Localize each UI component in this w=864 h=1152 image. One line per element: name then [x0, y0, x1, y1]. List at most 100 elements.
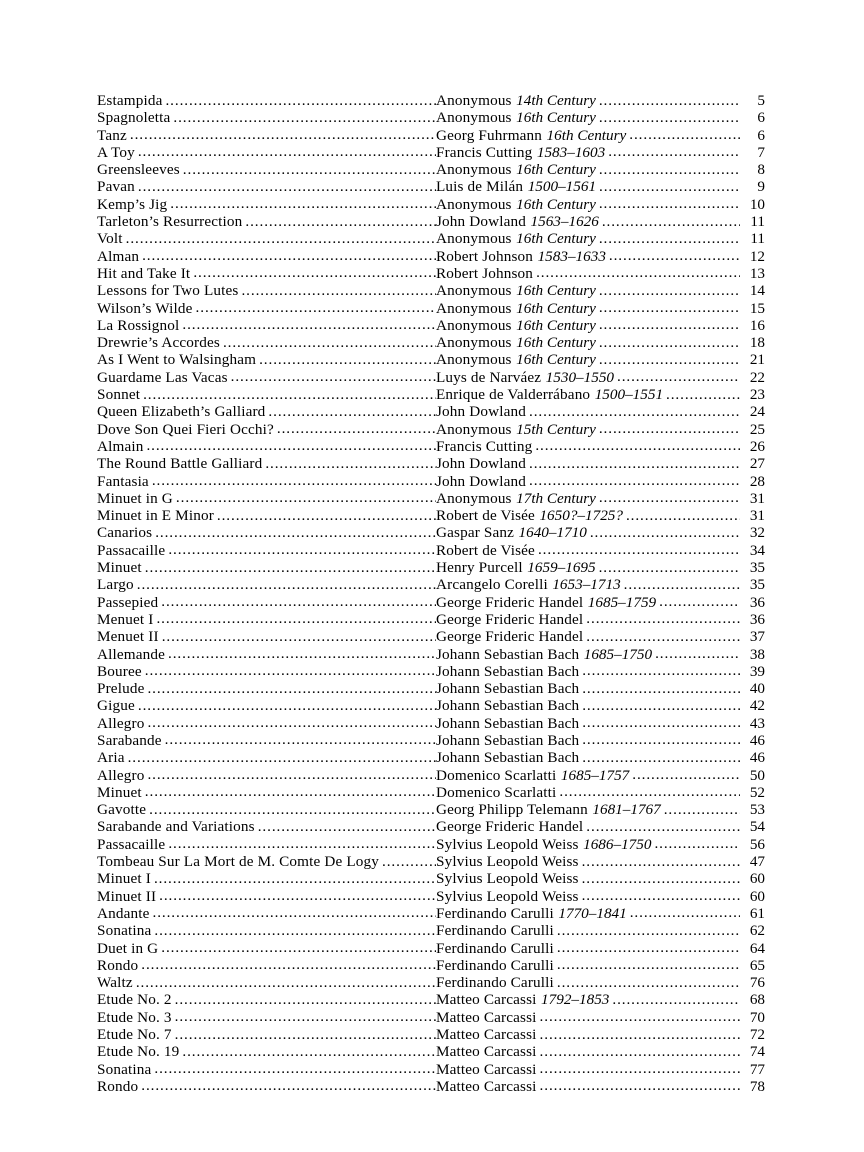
toc-entry[interactable]: Minuet I Sylvius Leopold Weiss 60	[97, 870, 765, 887]
toc-entry[interactable]: Etude No. 7 Matteo Carcassi 72	[97, 1026, 765, 1043]
toc-entry-composer: Matteo Carcassi	[436, 1043, 537, 1061]
toc-entry[interactable]: Sonatina Matteo Carcassi 77	[97, 1061, 765, 1078]
toc-entry[interactable]: Tarleton’s Resurrection John Dowland1563–…	[97, 213, 765, 230]
toc-entry[interactable]: Dove Son Quei Fieri Occhi? Anonymous15th …	[97, 421, 765, 438]
toc-entry[interactable]: Minuet in E Minor Robert de Visée1650?–17…	[97, 507, 765, 524]
toc-entry-dates: 17th Century	[516, 489, 596, 507]
toc-leader-dots	[602, 213, 740, 230]
toc-entry[interactable]: Passepied George Frideric Handel1685–1759…	[97, 594, 765, 611]
toc-entry[interactable]: Queen Elizabeth’s Galliard John Dowland 24	[97, 403, 765, 420]
toc-entry[interactable]: Passacaille Sylvius Leopold Weiss1686–175…	[97, 836, 765, 853]
toc-entry[interactable]: Tombeau Sur La Mort de M. Comte De Logy S…	[97, 853, 765, 870]
toc-entry[interactable]: Passacaille Robert de Visée 34	[97, 542, 765, 559]
toc-entry-dates: 1500–1551	[594, 386, 664, 404]
toc-entry-composer: Sylvius Leopold Weiss	[436, 835, 579, 853]
toc-leader-dots	[231, 369, 436, 386]
toc-entry[interactable]: Sarabande Johann Sebastian Bach 46	[97, 732, 765, 749]
toc-entry-page-number: 43	[749, 714, 765, 732]
toc-entry-composer: Ferdinando Carulli	[436, 956, 554, 974]
toc-entry-title-column: Tarleton’s Resurrection	[97, 213, 436, 230]
toc-leader-dots	[582, 697, 739, 714]
toc-entry-title: Drewrie’s Accordes	[97, 334, 220, 352]
toc-entry[interactable]: Fantasia John Dowland 28	[97, 473, 765, 490]
toc-entry[interactable]: The Round Battle Galliard John Dowland 27	[97, 455, 765, 472]
toc-entry-title: Bouree	[97, 662, 142, 680]
toc-leader-dots	[599, 196, 740, 213]
toc-leader-dots	[241, 282, 436, 299]
toc-entry-page-number: 22	[749, 368, 765, 386]
toc-entry[interactable]: Menuet II George Frideric Handel 37	[97, 628, 765, 645]
toc-entry[interactable]: Gigue Johann Sebastian Bach 42	[97, 697, 765, 714]
toc-entry-dates: 16th Century	[516, 316, 596, 334]
toc-entry-title: Volt	[97, 230, 123, 248]
toc-entry-title-column: Rondo	[97, 957, 436, 974]
toc-entry-page-number: 50	[749, 766, 765, 784]
toc-entry-page-number: 16	[749, 316, 765, 334]
toc-leader-dots	[138, 697, 436, 714]
toc-entry[interactable]: Menuet I George Frideric Handel 36	[97, 611, 765, 628]
toc-entry[interactable]: Bouree Johann Sebastian Bach 39	[97, 663, 765, 680]
toc-leader-dots	[540, 1061, 740, 1078]
toc-entry[interactable]: Minuet Domenico Scarlatti 52	[97, 784, 765, 801]
toc-leader-dots	[193, 265, 436, 282]
toc-entry-title: Minuet in E Minor	[97, 507, 214, 525]
toc-entry-title: As I Went to Walsingham	[97, 351, 257, 369]
toc-entry[interactable]: Sarabande and Variations George Frideric …	[97, 818, 765, 835]
toc-entry-dates: 1583–1633	[537, 247, 606, 265]
toc-entry-composer: Anonymous	[436, 351, 512, 369]
toc-entry[interactable]: Rondo Ferdinando Carulli 65	[97, 957, 765, 974]
toc-entry[interactable]: Guardame Las Vacas Luys de Narváez1530–15…	[97, 369, 765, 386]
toc-entry[interactable]: Etude No. 3 Matteo Carcassi 70	[97, 1009, 765, 1026]
toc-entry-title: Pavan	[97, 178, 135, 196]
toc-entry-composer: John Dowland	[436, 213, 526, 231]
toc-entry-dates: 16th Century	[546, 126, 627, 144]
toc-entry[interactable]: Prelude Johann Sebastian Bach 40	[97, 680, 765, 697]
toc-entry-page-number: 72	[749, 1026, 765, 1044]
toc-entry[interactable]: Sonatina Ferdinando Carulli 62	[97, 922, 765, 939]
toc-entry[interactable]: Almain Francis Cutting 26	[97, 438, 765, 455]
toc-entry-dates: 16th Century	[516, 109, 596, 127]
toc-entry-title: Menuet I	[97, 610, 154, 628]
toc-entry[interactable]: Hit and Take It Robert Johnson 13	[97, 265, 765, 282]
toc-entry[interactable]: Allegro Johann Sebastian Bach 43	[97, 715, 765, 732]
toc-entry[interactable]: Rondo Matteo Carcassi 78	[97, 1078, 765, 1095]
toc-entry[interactable]: Etude No. 19 Matteo Carcassi 74	[97, 1043, 765, 1060]
toc-leader-dots	[145, 784, 436, 801]
toc-leader-dots	[626, 507, 740, 524]
toc-entry-title: Etude No. 7	[97, 1026, 172, 1044]
toc-entry-composer: Robert Johnson	[436, 264, 534, 282]
toc-entry[interactable]: Aria Johann Sebastian Bach 46	[97, 749, 765, 766]
toc-entry[interactable]: Minuet II Sylvius Leopold Weiss 60	[97, 888, 765, 905]
toc-entry[interactable]: Duet in G Ferdinando Carulli 64	[97, 940, 765, 957]
toc-entry-title-column: Hit and Take It	[97, 265, 436, 282]
toc-entry-dates: 1770–1841	[558, 904, 627, 922]
toc-leader-dots	[609, 248, 740, 265]
toc-entry[interactable]: Waltz Ferdinando Carulli 76	[97, 974, 765, 991]
